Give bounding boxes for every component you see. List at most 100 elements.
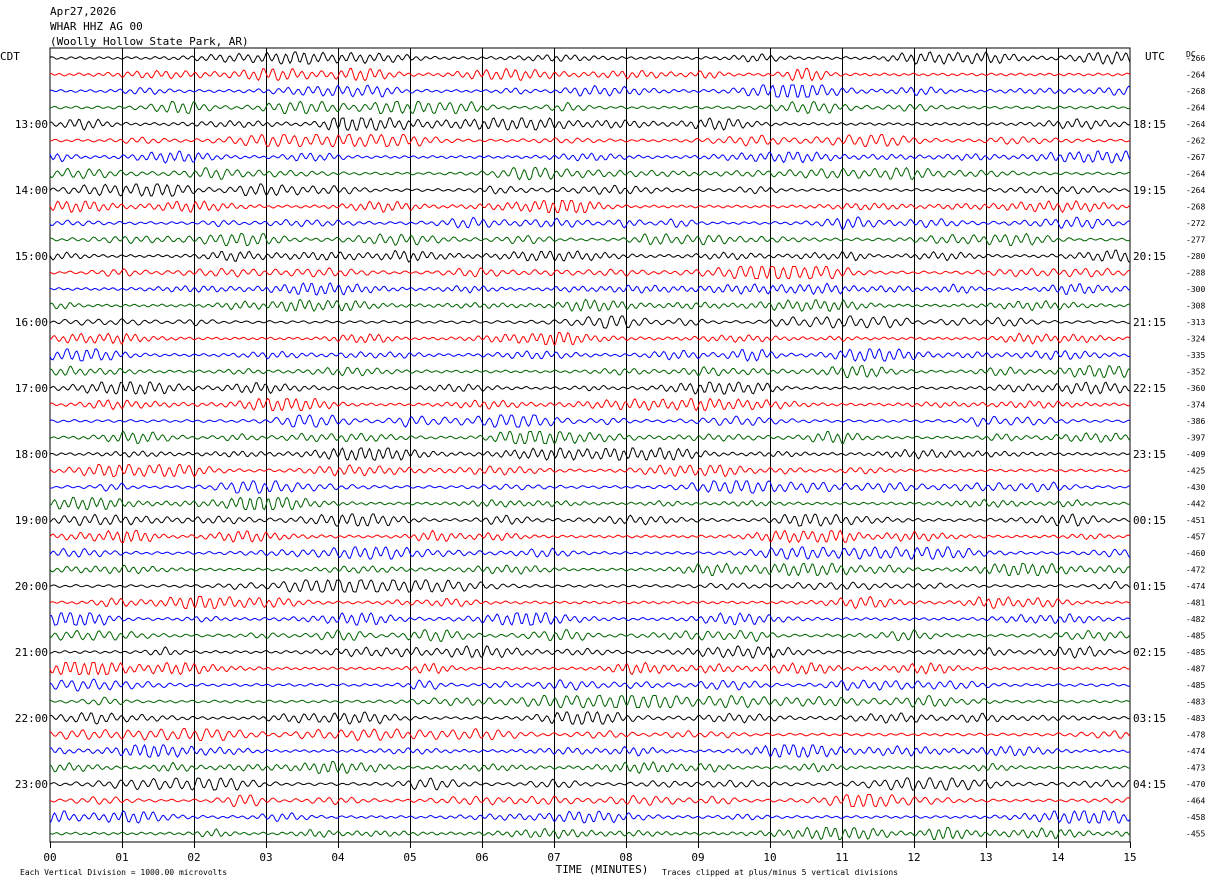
trace-line: [49, 480, 1131, 494]
utc-hour-label: 04:15: [1133, 778, 1166, 791]
trace-line: [49, 826, 1131, 841]
cdt-hour-label: 22:00: [15, 712, 48, 725]
trace-line: [49, 628, 1131, 643]
trace-line: [49, 265, 1131, 280]
utc-hour-label: 02:15: [1133, 646, 1166, 659]
trace-line: [49, 282, 1131, 296]
trace-line: [49, 150, 1131, 164]
utc-hour-label: 19:15: [1133, 184, 1166, 197]
trace-line: [49, 661, 1131, 676]
dc-offset-label: -266: [1186, 54, 1205, 63]
vertical-division-note: Each Vertical Division = 1000.00 microvo…: [20, 868, 227, 877]
dc-offset-label: -268: [1186, 203, 1205, 212]
trace-line: [49, 232, 1131, 246]
dc-offset-label: -264: [1186, 186, 1205, 195]
x-tick-label: 01: [115, 851, 128, 864]
dc-offset-label: -313: [1186, 318, 1205, 327]
trace-line: [49, 166, 1131, 181]
dc-offset-label: -473: [1186, 764, 1205, 773]
clipping-note: Traces clipped at plus/minus 5 vertical …: [662, 868, 898, 877]
trace-line: [49, 183, 1131, 197]
x-tick-label: 03: [259, 851, 272, 864]
cdt-hour-label: 18:00: [15, 448, 48, 461]
dc-offset-label: -483: [1186, 714, 1205, 723]
trace-line: [49, 430, 1131, 445]
cdt-hour-label: 19:00: [15, 514, 48, 527]
dc-offset-label: -308: [1186, 302, 1205, 311]
dc-offset-label: -458: [1186, 813, 1205, 822]
cdt-hour-label: 23:00: [15, 778, 48, 791]
cdt-hour-label: 14:00: [15, 184, 48, 197]
x-tick-label: 15: [1123, 851, 1136, 864]
dc-offset-label: -264: [1186, 170, 1205, 179]
trace-line: [49, 777, 1131, 791]
utc-hour-label: 20:15: [1133, 250, 1166, 263]
cdt-hour-label: 13:00: [15, 118, 48, 131]
utc-hour-label: 21:15: [1133, 316, 1166, 329]
dc-offset-label: -397: [1186, 434, 1205, 443]
trace-line: [49, 397, 1131, 412]
dc-offset-label: -268: [1186, 87, 1205, 96]
dc-offset-label: -264: [1186, 71, 1205, 80]
trace-line: [49, 711, 1131, 725]
dc-offset-label: -288: [1186, 269, 1205, 278]
axis-labels: -266 -264 -268 -264 -264 -262 -267 -264 -264 -268…: [0, 50, 1205, 877]
x-tick-label: 08: [619, 851, 632, 864]
trace-line: [49, 595, 1131, 610]
dc-offset-label: -264: [1186, 104, 1205, 113]
dc-offset-label: -267: [1186, 153, 1205, 162]
trace-line: [49, 761, 1131, 775]
trace-line: [49, 364, 1131, 379]
utc-hour-label: 03:15: [1133, 712, 1166, 725]
trace-line: [49, 678, 1131, 692]
trace-line: [49, 579, 1131, 593]
dc-offset-label: -481: [1186, 599, 1205, 608]
dc-offset-label: -478: [1186, 731, 1205, 740]
cdt-hour-label: 16:00: [15, 316, 48, 329]
dc-offset-label: -264: [1186, 120, 1205, 129]
trace-line: [49, 51, 1131, 65]
dc-offset-label: -474: [1186, 747, 1205, 756]
trace-line: [49, 348, 1131, 362]
trace-line: [49, 810, 1131, 824]
trace-line: [49, 298, 1131, 313]
dc-offset-label: -485: [1186, 648, 1205, 657]
utc-hour-label: 23:15: [1133, 448, 1166, 461]
utc-hour-label: 22:15: [1133, 382, 1166, 395]
trace-line: [49, 414, 1131, 428]
dc-offset-label: -386: [1186, 417, 1205, 426]
dc-offset-label: -262: [1186, 137, 1205, 146]
dc-offset-label: -485: [1186, 681, 1205, 690]
trace-line: [49, 67, 1131, 82]
grid-lines: [49, 47, 1131, 848]
utc-axis-title: UTC: [1145, 50, 1165, 63]
x-tick-label: 06: [475, 851, 488, 864]
trace-line: [49, 645, 1131, 659]
dc-offset-label: -272: [1186, 219, 1205, 228]
trace-line: [49, 447, 1131, 462]
dc-offset-label: -280: [1186, 252, 1205, 261]
x-axis-title: TIME (MINUTES): [556, 863, 649, 876]
dc-offset-label: -460: [1186, 549, 1205, 558]
trace-line: [49, 612, 1131, 626]
cdt-hour-label: 17:00: [15, 382, 48, 395]
trace-line: [49, 84, 1131, 98]
x-tick-label: 04: [331, 851, 345, 864]
trace-line: [49, 332, 1131, 346]
trace-line: [49, 199, 1131, 214]
trace-line: [49, 562, 1131, 577]
trace-line: [49, 546, 1131, 560]
dc-offset-label: -300: [1186, 285, 1205, 294]
dc-offset-label: -360: [1186, 384, 1205, 393]
trace-line: [49, 133, 1131, 148]
trace-line: [49, 315, 1131, 329]
x-tick-label: 13: [979, 851, 992, 864]
x-tick-label: 07: [547, 851, 560, 864]
trace-line: [49, 728, 1131, 742]
dc-offset-label: -352: [1186, 368, 1205, 377]
cdt-axis-title: CDT: [0, 50, 20, 63]
dc-offset-label: -335: [1186, 351, 1205, 360]
x-tick-label: 12: [907, 851, 920, 864]
trace-line: [49, 743, 1131, 758]
